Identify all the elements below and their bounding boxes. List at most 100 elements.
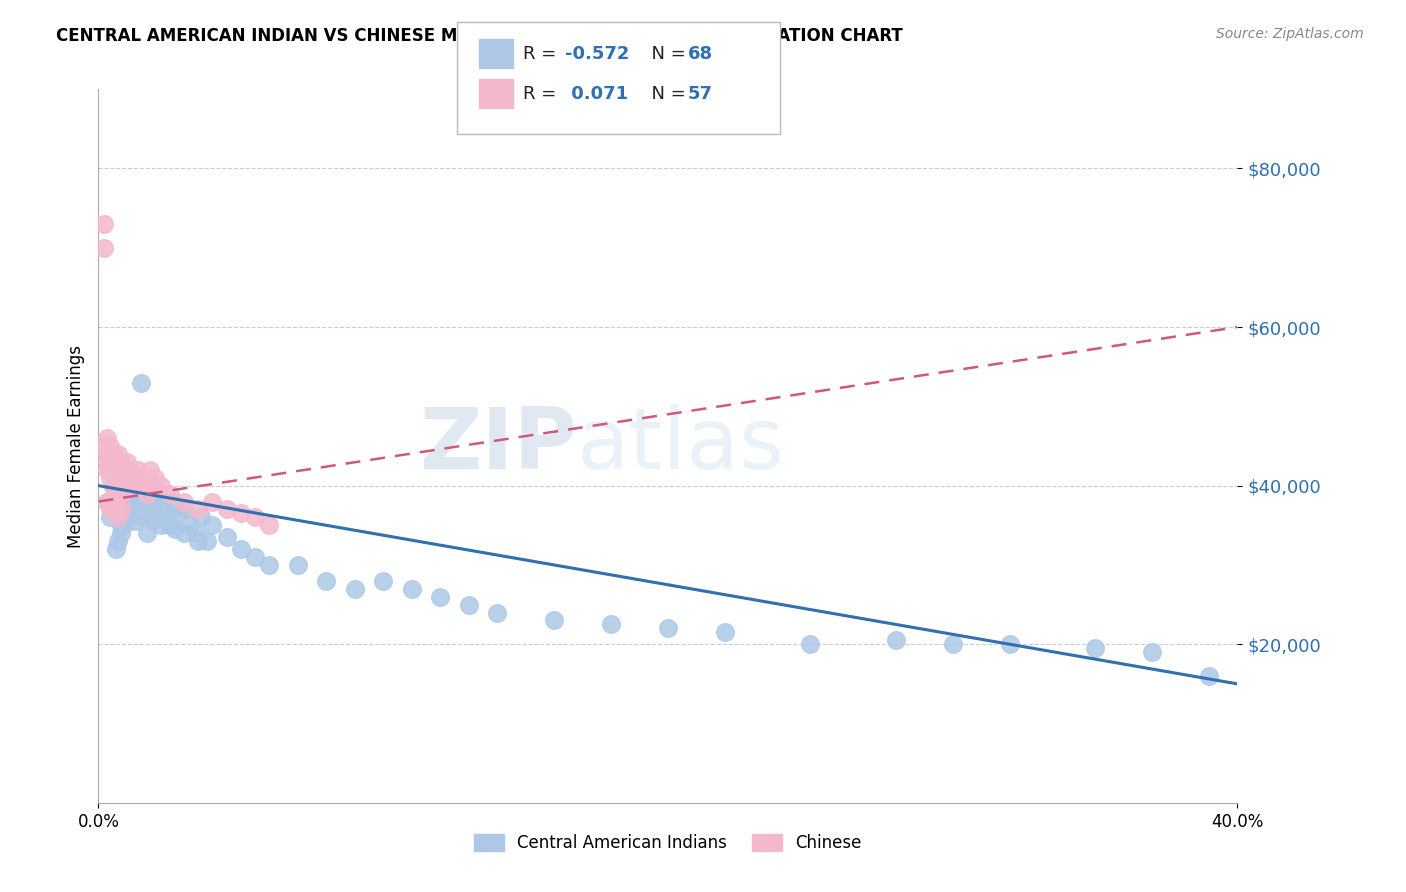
Point xyxy=(124,478,146,492)
Point xyxy=(135,486,157,500)
Point xyxy=(457,598,479,612)
Point xyxy=(110,455,132,469)
Point xyxy=(96,494,118,508)
Point xyxy=(112,478,135,492)
Point xyxy=(343,582,366,596)
Point xyxy=(132,494,155,508)
Point xyxy=(135,526,157,541)
Point xyxy=(115,507,138,521)
Point xyxy=(138,502,160,516)
Point xyxy=(110,502,132,516)
Point xyxy=(101,494,124,508)
Point xyxy=(101,455,124,469)
Point xyxy=(104,463,127,477)
Point xyxy=(96,447,118,461)
Point xyxy=(98,510,121,524)
Point xyxy=(884,633,907,648)
Point xyxy=(373,574,395,588)
Point xyxy=(129,376,152,390)
Point xyxy=(96,463,118,477)
Point xyxy=(657,621,679,635)
Point xyxy=(107,447,129,461)
Text: 57: 57 xyxy=(688,85,713,103)
Point xyxy=(96,494,118,508)
Text: N =: N = xyxy=(640,45,692,62)
Point xyxy=(942,637,965,651)
Point xyxy=(173,494,195,508)
Legend: Central American Indians, Chinese: Central American Indians, Chinese xyxy=(467,827,869,859)
Point xyxy=(543,614,565,628)
Point xyxy=(107,478,129,492)
Point xyxy=(127,463,149,477)
Point xyxy=(153,502,176,516)
Point xyxy=(121,471,143,485)
Point xyxy=(159,518,181,533)
Point xyxy=(96,431,118,445)
Point xyxy=(115,455,138,469)
Point xyxy=(243,549,266,564)
Point xyxy=(159,518,181,533)
Point xyxy=(429,590,451,604)
Point xyxy=(145,494,167,508)
Point xyxy=(156,510,179,524)
Point xyxy=(1140,645,1163,659)
Text: 0.071: 0.071 xyxy=(565,85,628,103)
Point xyxy=(98,455,121,469)
Point xyxy=(112,518,135,533)
Point xyxy=(118,478,141,492)
Point xyxy=(148,491,170,505)
Text: R =: R = xyxy=(523,45,562,62)
Point xyxy=(714,625,737,640)
Point xyxy=(96,455,118,469)
Point xyxy=(107,471,129,485)
Text: atlas: atlas xyxy=(576,404,785,488)
Point xyxy=(121,499,143,513)
Point xyxy=(118,463,141,477)
Point xyxy=(179,518,201,533)
Point xyxy=(486,606,509,620)
Text: N =: N = xyxy=(640,85,692,103)
Point xyxy=(107,534,129,549)
Point xyxy=(101,447,124,461)
Text: Source: ZipAtlas.com: Source: ZipAtlas.com xyxy=(1216,27,1364,41)
Text: R =: R = xyxy=(523,85,562,103)
Point xyxy=(259,518,281,533)
Point xyxy=(229,542,252,557)
Point xyxy=(110,486,132,500)
Point xyxy=(229,507,252,521)
Point xyxy=(98,471,121,485)
Point xyxy=(107,486,129,500)
Point xyxy=(159,486,181,500)
Point xyxy=(1198,669,1220,683)
Point xyxy=(110,478,132,492)
Point xyxy=(129,510,152,524)
Point xyxy=(998,637,1021,651)
Point xyxy=(104,455,127,469)
Point xyxy=(110,518,132,533)
Point xyxy=(600,617,623,632)
Point xyxy=(104,471,127,485)
Point xyxy=(173,526,195,541)
Point xyxy=(115,494,138,508)
Point xyxy=(201,494,224,508)
Point xyxy=(93,439,115,453)
Point xyxy=(115,471,138,485)
Point xyxy=(104,486,127,500)
Point xyxy=(187,534,209,549)
Text: -0.572: -0.572 xyxy=(565,45,630,62)
Point xyxy=(150,478,173,492)
Point xyxy=(287,558,309,572)
Point xyxy=(101,447,124,461)
Point xyxy=(162,494,184,508)
Point xyxy=(93,217,115,231)
Point xyxy=(187,502,209,516)
Point xyxy=(127,486,149,500)
Point xyxy=(215,502,238,516)
Point xyxy=(173,502,195,516)
Point xyxy=(118,507,141,521)
Point xyxy=(101,478,124,492)
Point xyxy=(104,542,127,557)
Point xyxy=(215,530,238,544)
Point xyxy=(124,514,146,528)
Y-axis label: Median Female Earnings: Median Female Earnings xyxy=(66,344,84,548)
